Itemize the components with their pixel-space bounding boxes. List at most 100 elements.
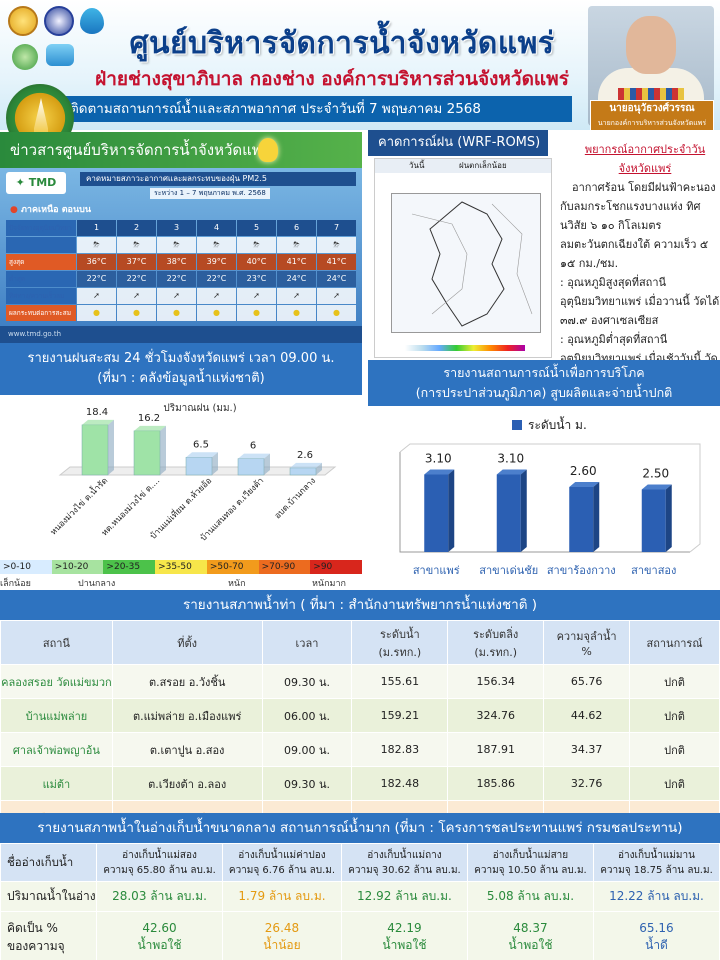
ws-category-label: สาขาร้องกวาง [547, 564, 616, 577]
ws-category-label: สาขาสอง [631, 564, 676, 577]
wrf-tab-light-rain[interactable]: ฝนตกเล็กน้อย [459, 161, 507, 170]
forecast-day: 3 [157, 220, 196, 236]
reservoir-capacity: ความจุ 65.80 ล้าน ลบ.ม. [103, 864, 216, 876]
wind-icon: ➚ [117, 288, 156, 304]
low-temp: 24°C [277, 271, 316, 287]
province-outline-icon [411, 201, 533, 327]
forecast-row-label: ปัจจัยทางอุตุนิยมวิทยา [6, 220, 76, 236]
ws-value-label: 3.10 [425, 452, 452, 466]
table-row: ศาลเจ้าพ่อพญาอ้น ต.เตาปูน อ.สอง 09.00 น. 18… [0, 732, 720, 767]
table-cell-level: 182.83 [351, 732, 449, 767]
low-temp: 22°C [157, 271, 196, 287]
reservoir-volume: 12.92 ล้าน ลบ.ม. [340, 881, 468, 912]
table-cell-station: บ้านแม่พล่าย [0, 698, 113, 733]
wind-icon: ➚ [157, 288, 196, 304]
water-logo-icon [46, 44, 74, 66]
rain-station-label: อบต.บ้านกลาง [272, 475, 318, 521]
reservoir-capacity: ความจุ 6.76 ล้าน ลบ.ม. [228, 864, 336, 876]
forecast-row-label: ผลกระทบต่อการสะสม [6, 305, 76, 321]
rain-bar [133, 425, 166, 476]
rain-value-label: 6.5 [193, 439, 209, 450]
forecast-day: 7 [317, 220, 356, 236]
reservoir-percent-value: 42.19 [387, 920, 422, 935]
reservoir-capacity: ความจุ 18.75 ล้าน ลบ.ม. [600, 864, 713, 876]
reservoir-name-label: อ่างเก็บน้ำแม่มาน [618, 849, 695, 861]
reservoir-percent-value: 42.60 [142, 920, 177, 935]
pm-level-icon: ● [157, 305, 196, 321]
forecast-high-row: สูงสุด 36°C 37°C 38°C 39°C 40°C 41°C 41°… [6, 254, 356, 270]
rain-legend-item: >10-20 [51, 560, 104, 574]
high-temp: 40°C [237, 254, 276, 270]
water-supply-bar-chart: ระดับน้ำ ม. 3.10 สาขาแพร่ 3.10 สาขาเด่นชัย 2.… [368, 406, 720, 590]
ws-bar [496, 469, 527, 552]
table-row: บ้านแม่พล่าย ต.แม่พล่าย อ.เมืองแพร่ 06.00 … [0, 698, 720, 733]
row-label: ปริมาณน้ำในอ่าง [0, 881, 97, 912]
column-header: สถานการณ์ [629, 620, 720, 665]
water-drop-logo-icon [80, 8, 104, 34]
thunderstorm-icon: ⛈ [157, 237, 196, 253]
forecast-day: 4 [197, 220, 236, 236]
wrf-title: คาดการณ์ฝน (WRF-ROMS) [368, 130, 548, 156]
column-header: สถานี [0, 620, 113, 665]
reservoir-volume: 5.08 ล้าน ลบ.ม. [466, 881, 594, 912]
leaf-logo-icon [12, 44, 38, 70]
rain-legend-label: เล็กน้อย [0, 579, 31, 589]
ws-bar [424, 469, 455, 552]
table-cell-capacity: 32.76 [543, 766, 631, 801]
wrf-color-scale [405, 345, 525, 351]
ws-backwall [399, 443, 701, 553]
pm-level-icon: ● [277, 305, 316, 321]
reservoir-name: อ่างเก็บน้ำแม่ถาง ความจุ 30.62 ล้าน ลบ.ม. [340, 843, 468, 882]
table-row: คลองสรอย วัดแม่ขมวก ต.สรอย อ.วังชิ้น 09.30… [0, 664, 720, 699]
location-pin-icon: ● [10, 205, 18, 215]
reservoir-status: น้ำพอใช้ [508, 937, 553, 952]
forecast-row-label: สูงสุด [6, 254, 76, 270]
forecast-grid: ปัจจัยทางอุตุนิยมวิทยา 1 2 3 4 5 6 7 ⛈ ⛈… [6, 220, 356, 322]
river-table: สถานี ที่ตั้ง เวลา ระดับน้ำ (ม.รทก.) ระด… [0, 620, 720, 835]
rain-legend: >0-10 >10-20 >20-35 >35-50 >50-70 >70-90 >90 เล… [0, 560, 362, 590]
reservoir-name: อ่างเก็บน้ำแม่สาย ความจุ 10.50 ล้าน ลบ.ม. [466, 843, 594, 882]
lightbulb-icon [258, 138, 278, 162]
wrf-tab-today[interactable]: วันนี้ [409, 161, 425, 170]
reservoir-volume: 1.79 ล้าน ลบ.ม. [222, 881, 342, 912]
rain-legend-item: >20-35 [103, 560, 156, 574]
table-cell-time: 09.00 น. [261, 732, 353, 767]
row-label: ชื่ออ่างเก็บน้ำ [0, 843, 97, 882]
emblem-logo-icon [44, 6, 74, 36]
forecast-region-label: ภาคเหนือ ตอนบน [21, 205, 91, 215]
reservoir-name-label: อ่างเก็บน้ำแม่สอง [122, 849, 197, 861]
weather-title[interactable]: พยากรณ์อากาศประจำวัน จังหวัดแพร่ [560, 140, 720, 178]
high-temp: 37°C [117, 254, 156, 270]
thunderstorm-icon: ⛈ [117, 237, 156, 253]
rain-legend-label: ปานกลาง [78, 579, 116, 589]
thunderstorm-icon: ⛈ [77, 237, 116, 253]
reservoir-name: อ่างเก็บน้ำแม่มานความจุ 18.75 ล้าน ลบ.ม. [592, 843, 720, 882]
rain-title-line2: (ที่มา : คลังข้อมูลน้ำแห่งชาติ) [97, 371, 265, 386]
reservoir-percent: 48.37 น้ำพอใช้ [466, 911, 594, 960]
page-subtitle: ฝ่ายช่างสุขาภิบาล กองช่าง องค์การบริหารส… [95, 68, 569, 90]
rain-legend-item: >0-10 [0, 560, 52, 574]
table-cell-location: ต.เตาปูน อ.สอง [111, 732, 263, 767]
rain-station-label: หต.หนองม่วงไข่ ต.... [99, 475, 162, 538]
table-row: แม่ต้า ต.เวียงต้า อ.ลอง 09.30 น. 182.48 185.… [0, 766, 720, 801]
river-table-title: รายงานสภาพน้ำท่า ( ที่มา : สำนักงานทรัพย… [0, 590, 720, 620]
forecast-low-row: ต่ำสุด 22°C 22°C 22°C 22°C 23°C 24°C 24°… [6, 271, 356, 287]
forecast-day: 2 [117, 220, 156, 236]
low-temp: 23°C [237, 271, 276, 287]
table-cell-time: 09.30 น. [261, 766, 353, 801]
ws-bar [641, 484, 672, 552]
header: ศูนย์บริหารจัดการน้ำจังหวัดแพร่ ฝ่ายช่าง… [0, 0, 720, 130]
forecast-header: คาดหมายสภาวะอากาศและผลกระทบของฝุ่น PM2.5 [80, 172, 356, 186]
thunderstorm-icon: ⛈ [277, 237, 316, 253]
wind-icon: ➚ [277, 288, 316, 304]
weather-max-temp: : อุณหภูมิสูงสุดที่สถานีอุตุนิยมวิทยาแพร… [560, 276, 720, 327]
table-cell-level: 155.61 [351, 664, 449, 699]
table-cell-time: 09.30 น. [261, 664, 353, 699]
ws-category-label: สาขาแพร่ [413, 564, 460, 577]
high-temp: 41°C [317, 254, 356, 270]
reservoir-status: น้ำพอใช้ [382, 937, 427, 952]
official-title: นายกองค์การบริหารส่วนจังหวัดแพร่ [597, 119, 707, 127]
water-supply-title-line1: รายงานสถานการณ์น้ำเพื่อการบริโภค [443, 365, 645, 380]
reservoir-capacity: ความจุ 10.50 ล้าน ลบ.ม. [474, 864, 587, 876]
forecast-day: 1 [77, 220, 116, 236]
